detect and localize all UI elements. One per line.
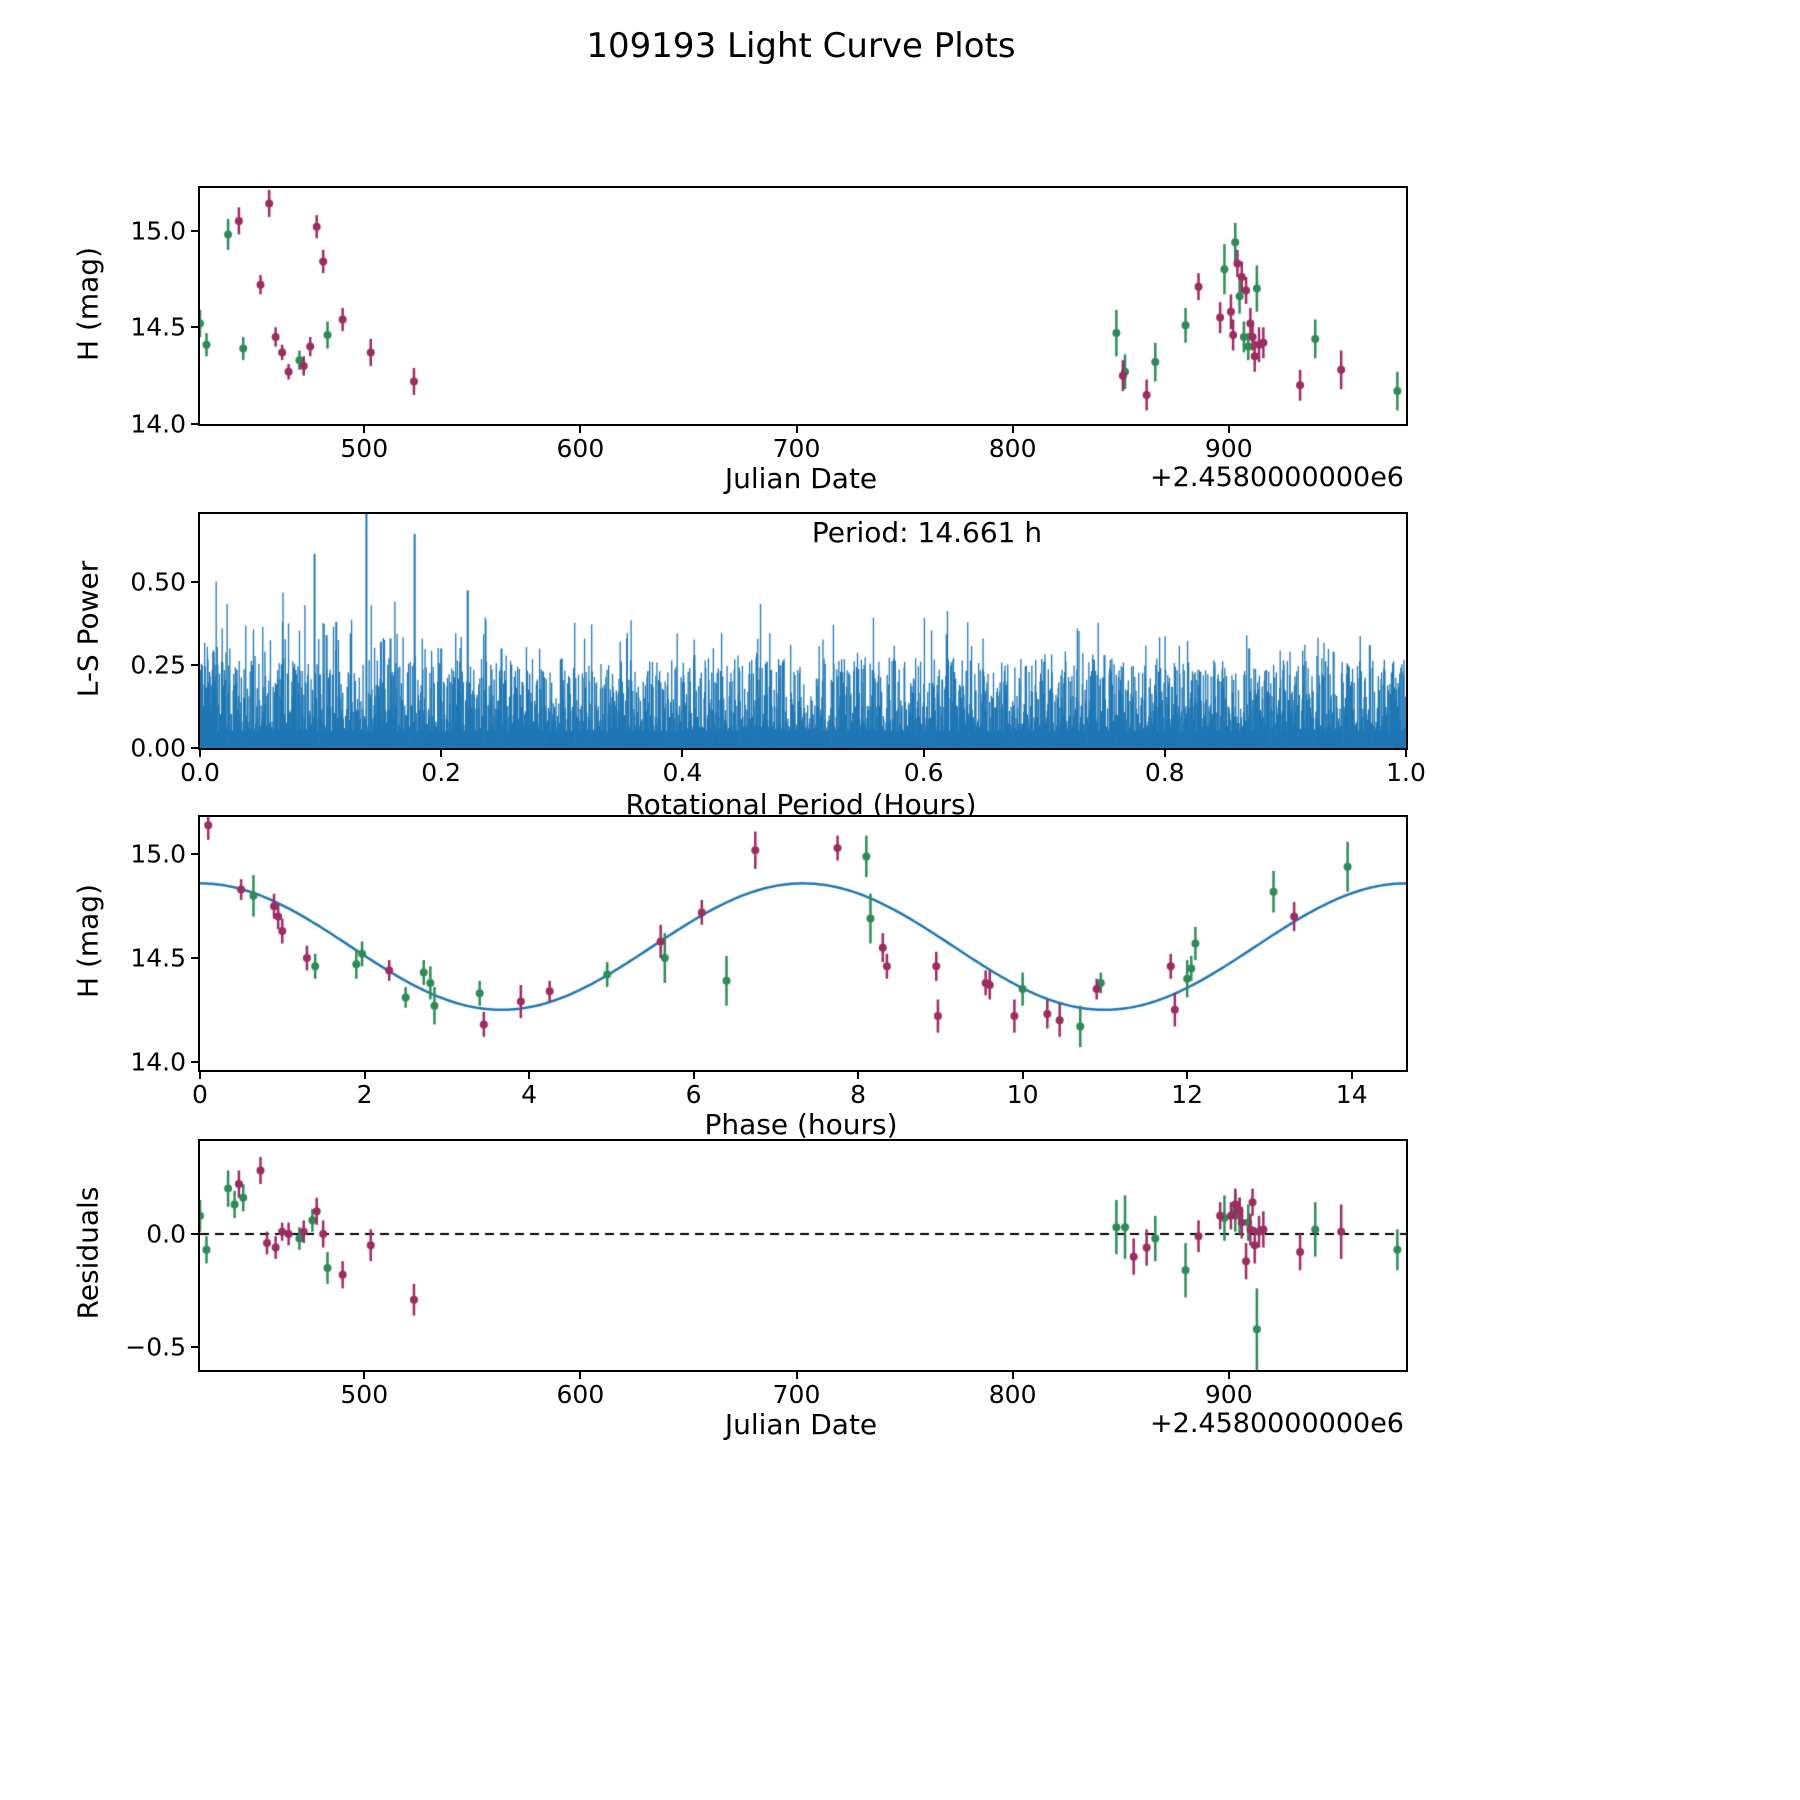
y-tick-label: 14.0	[130, 1047, 186, 1077]
panel-periodogram: Period: 14.661 h 0.0 0.2 0.4 0.6 0.8 1.0 0.00 0…	[130, 512, 1426, 787]
phase-curve-canvas	[200, 817, 1406, 1070]
x-tick-mark	[795, 424, 798, 433]
x-tick-label: 700	[772, 434, 821, 463]
x-tick-label: 800	[988, 1380, 1037, 1409]
x-tick-mark	[1227, 1370, 1230, 1379]
x-tick-label: 900	[1204, 1380, 1253, 1409]
y-tick-label: 15.0	[130, 839, 186, 869]
panel-phase-curve: 0 2 4 6 8 10 12 14 15.0 14.5 14.0	[130, 815, 1408, 1109]
x-tick-label: 500	[340, 1380, 389, 1409]
y-tick-label: 0.25	[130, 650, 186, 680]
x-tick-label: 0.8	[1144, 758, 1185, 787]
y-tick-mark	[191, 664, 200, 667]
x-tick-label: 10	[1006, 1080, 1039, 1109]
x-tick-mark	[1350, 1070, 1353, 1079]
x-tick-label: 14	[1335, 1080, 1368, 1109]
x-tick-mark	[857, 1070, 860, 1079]
x-tick-label: 800	[988, 434, 1037, 463]
panel-jd-lightcurve: 500 600 700 800 900 15.0 14.5 14.0	[130, 186, 1408, 463]
x-tick-label: 600	[556, 1380, 605, 1409]
x-tick-mark	[363, 1370, 366, 1379]
x-tick-mark	[363, 1070, 366, 1079]
x-tick-label: 500	[340, 434, 389, 463]
y-tick-label: 14.5	[130, 312, 186, 342]
x-tick-mark	[199, 748, 201, 757]
x-tick-label: 700	[772, 1380, 821, 1409]
y-tick-label: 0.00	[130, 733, 186, 763]
x-tick-mark	[1405, 748, 1407, 757]
period-annotation: Period: 14.661 h	[811, 516, 1043, 549]
y-tick-label: −0.5	[125, 1332, 186, 1362]
x-tick-mark	[363, 424, 366, 433]
jd-xlabel: Julian Date	[724, 462, 878, 495]
x-tick-mark	[1227, 424, 1230, 433]
y-tick-label: 15.0	[130, 216, 186, 246]
x-tick-mark	[1011, 1370, 1014, 1379]
y-tick-mark	[191, 1232, 200, 1235]
x-tick-mark	[692, 1070, 695, 1079]
x-tick-label: 900	[1204, 434, 1253, 463]
x-tick-label: 0.0	[180, 758, 220, 787]
residuals-canvas	[200, 1141, 1406, 1370]
x-tick-mark	[1186, 1070, 1189, 1079]
x-tick-label: 0	[192, 1080, 208, 1109]
x-tick-label: 0.6	[903, 758, 944, 787]
x-tick-label: 0.4	[662, 758, 703, 787]
resid-xlabel: Julian Date	[724, 1408, 878, 1441]
x-tick-label: 2	[356, 1080, 373, 1109]
phase-xlabel: Phase (hours)	[704, 1108, 898, 1141]
jd-axis-offset: +2.4580000000e6	[1150, 462, 1404, 493]
y-tick-mark	[191, 747, 200, 749]
y-tick-mark	[191, 229, 200, 232]
x-tick-label: 0.2	[421, 758, 462, 787]
figure-title: 109193 Light Curve Plots	[586, 26, 1016, 66]
y-tick-mark	[191, 326, 200, 329]
phase-ylabel: H (mag)	[71, 883, 105, 999]
y-tick-label: 0.0	[146, 1219, 186, 1249]
x-tick-label: 12	[1171, 1080, 1204, 1109]
x-tick-mark	[681, 748, 684, 757]
y-tick-mark	[191, 1060, 200, 1063]
resid-ylabel: Residuals	[71, 1186, 105, 1320]
x-tick-mark	[1021, 1070, 1024, 1079]
x-tick-label: 8	[850, 1080, 867, 1109]
x-tick-mark	[199, 1070, 201, 1079]
y-tick-mark	[191, 853, 200, 856]
x-tick-mark	[440, 748, 443, 757]
x-tick-mark	[579, 1370, 582, 1379]
x-tick-mark	[795, 1370, 798, 1379]
y-tick-mark	[191, 1346, 200, 1349]
panel-residuals: 500 600 700 800 900 0.0 −0.5	[125, 1139, 1408, 1409]
y-tick-label: 0.50	[130, 567, 186, 597]
x-tick-mark	[528, 1070, 531, 1079]
y-tick-label: 14.5	[130, 943, 186, 973]
jd-lightcurve-canvas	[200, 188, 1406, 424]
x-tick-mark	[1163, 748, 1166, 757]
x-tick-mark	[922, 748, 925, 757]
x-tick-label: 4	[521, 1080, 537, 1109]
x-tick-mark	[579, 424, 582, 433]
x-tick-label: 6	[685, 1080, 702, 1109]
periodogram-canvas	[200, 514, 1406, 748]
x-tick-label: 600	[556, 434, 605, 463]
x-tick-label: 1.0	[1386, 758, 1426, 787]
ls-ylabel: L-S Power	[71, 560, 105, 698]
x-tick-mark	[1011, 424, 1014, 433]
jd-ylabel: H (mag)	[71, 246, 105, 362]
y-tick-mark	[191, 423, 200, 425]
y-tick-mark	[191, 581, 200, 584]
y-tick-mark	[191, 957, 200, 960]
resid-axis-offset: +2.4580000000e6	[1150, 1408, 1404, 1439]
y-tick-label: 14.0	[130, 409, 186, 439]
